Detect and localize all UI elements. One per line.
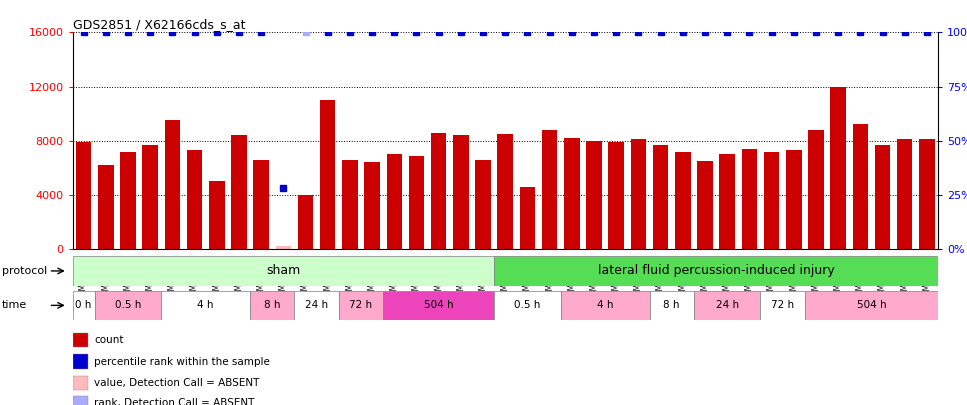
- Text: count: count: [94, 335, 124, 345]
- Bar: [387, 154, 402, 249]
- Bar: [73, 396, 88, 405]
- Text: 72 h: 72 h: [771, 301, 794, 310]
- Bar: [161, 291, 250, 320]
- Text: 8 h: 8 h: [663, 301, 680, 310]
- Text: percentile rank within the sample: percentile rank within the sample: [94, 356, 270, 367]
- Bar: [653, 145, 668, 249]
- Bar: [519, 187, 535, 249]
- Bar: [786, 150, 802, 249]
- Bar: [253, 160, 269, 249]
- Bar: [365, 162, 380, 249]
- Bar: [494, 291, 561, 320]
- Text: 504 h: 504 h: [424, 301, 454, 310]
- Bar: [120, 151, 135, 249]
- Text: rank, Detection Call = ABSENT: rank, Detection Call = ABSENT: [94, 399, 254, 405]
- Bar: [919, 139, 935, 249]
- Bar: [73, 256, 494, 286]
- Bar: [875, 145, 891, 249]
- Bar: [808, 130, 824, 249]
- Text: sham: sham: [266, 264, 301, 277]
- Bar: [630, 139, 646, 249]
- Bar: [98, 165, 113, 249]
- Bar: [476, 160, 491, 249]
- Bar: [342, 160, 358, 249]
- Bar: [650, 291, 694, 320]
- Text: 24 h: 24 h: [305, 301, 328, 310]
- Bar: [694, 291, 760, 320]
- Bar: [454, 135, 469, 249]
- Bar: [338, 291, 383, 320]
- Bar: [320, 100, 336, 249]
- Bar: [719, 154, 735, 249]
- Text: protocol: protocol: [2, 266, 47, 276]
- Text: value, Detection Call = ABSENT: value, Detection Call = ABSENT: [94, 378, 259, 388]
- Bar: [73, 291, 95, 320]
- Text: 24 h: 24 h: [716, 301, 739, 310]
- Bar: [250, 291, 294, 320]
- Bar: [494, 256, 938, 286]
- Bar: [75, 142, 92, 249]
- Bar: [164, 120, 180, 249]
- Text: lateral fluid percussion-induced injury: lateral fluid percussion-induced injury: [598, 264, 835, 277]
- Bar: [409, 156, 425, 249]
- Bar: [608, 142, 624, 249]
- Bar: [561, 291, 650, 320]
- Bar: [73, 376, 88, 390]
- Text: 0.5 h: 0.5 h: [514, 301, 541, 310]
- Bar: [831, 87, 846, 249]
- Bar: [209, 181, 224, 249]
- Text: time: time: [2, 301, 27, 310]
- Text: 504 h: 504 h: [857, 301, 886, 310]
- Bar: [764, 151, 779, 249]
- Bar: [142, 145, 158, 249]
- Text: GDS2851 / X62166cds_s_at: GDS2851 / X62166cds_s_at: [73, 18, 245, 31]
- Bar: [298, 195, 313, 249]
- Bar: [95, 291, 161, 320]
- Bar: [431, 132, 447, 249]
- Text: 72 h: 72 h: [349, 301, 372, 310]
- Bar: [276, 246, 291, 249]
- Text: 4 h: 4 h: [197, 301, 214, 310]
- Bar: [760, 291, 805, 320]
- Bar: [542, 130, 557, 249]
- Bar: [564, 138, 579, 249]
- Bar: [675, 151, 690, 249]
- Bar: [497, 134, 513, 249]
- Text: 4 h: 4 h: [597, 301, 613, 310]
- Bar: [805, 291, 938, 320]
- Bar: [187, 150, 202, 249]
- Bar: [231, 135, 247, 249]
- Text: 0 h: 0 h: [75, 301, 92, 310]
- Bar: [294, 291, 338, 320]
- Text: 0.5 h: 0.5 h: [115, 301, 141, 310]
- Bar: [853, 124, 868, 249]
- Bar: [697, 161, 713, 249]
- Bar: [73, 333, 88, 347]
- Bar: [73, 354, 88, 369]
- Bar: [586, 141, 601, 249]
- Bar: [897, 139, 913, 249]
- Text: 8 h: 8 h: [264, 301, 280, 310]
- Bar: [383, 291, 494, 320]
- Bar: [742, 149, 757, 249]
